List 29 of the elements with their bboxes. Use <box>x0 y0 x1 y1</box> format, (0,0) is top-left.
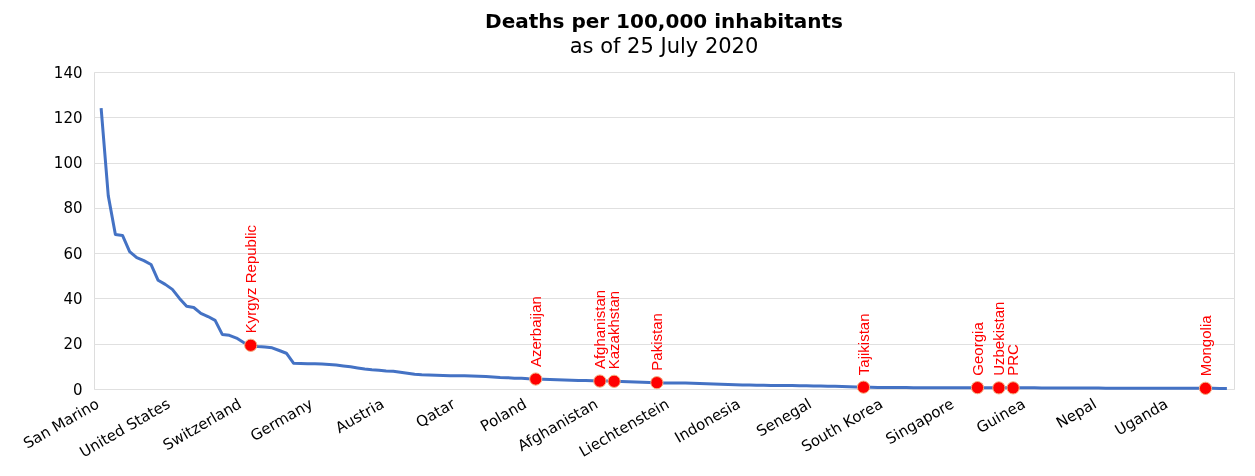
data-label: Azerbaijan <box>526 296 544 368</box>
data-label: Tajikistan <box>854 313 872 376</box>
point <box>529 372 543 386</box>
data-label: Uzbekistan <box>989 301 1007 376</box>
y-tick-label: 20 <box>63 335 83 354</box>
point <box>970 381 985 395</box>
point <box>244 338 258 352</box>
y-tick-label: 60 <box>63 244 83 263</box>
data-label: PRC <box>1004 344 1022 376</box>
y-tick-label: 100 <box>53 154 83 173</box>
data-label: Georgia <box>968 321 986 376</box>
chart-subtitle: as of 25 July 2020 <box>569 34 759 58</box>
chart-title: Deaths per 100,000 inhabitants <box>485 9 843 33</box>
data-label: Kyrgyz Republic <box>241 224 259 334</box>
y-tick-label: 120 <box>53 108 83 127</box>
data-label: Mongolia <box>1196 314 1214 377</box>
y-tick-label: 140 <box>53 63 83 82</box>
point <box>650 376 664 390</box>
point <box>1198 381 1213 395</box>
point <box>607 374 621 388</box>
y-tick-label: 0 <box>72 380 83 399</box>
data-label: Pakistan <box>647 313 665 371</box>
y-tick-label: 80 <box>63 199 83 218</box>
point <box>1006 381 1020 395</box>
point <box>992 381 1006 395</box>
y-tick-label: 40 <box>63 289 83 308</box>
point <box>856 380 871 394</box>
data-label: Afghanistan <box>590 289 608 370</box>
point <box>593 374 607 388</box>
